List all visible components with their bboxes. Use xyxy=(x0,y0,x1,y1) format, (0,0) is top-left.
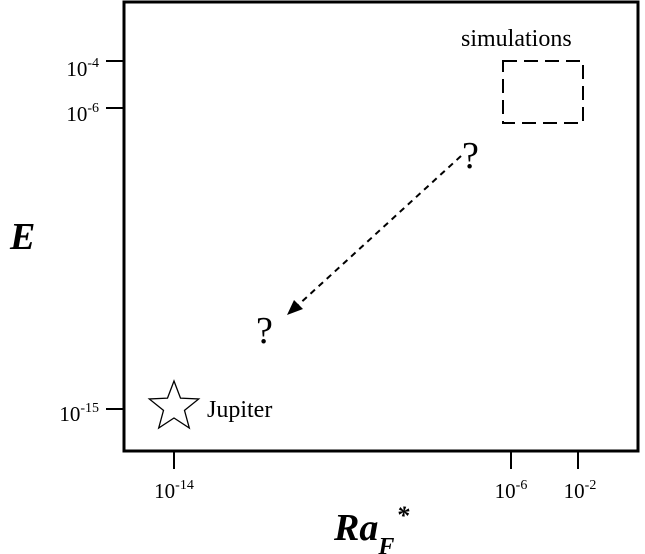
simulations-box xyxy=(502,60,584,124)
y-tick-label-1e-6: 10-6 xyxy=(66,101,99,126)
star-icon xyxy=(147,379,201,430)
y-tick-label-1e-15: 10-15 xyxy=(59,401,99,426)
plot-frame xyxy=(122,0,640,453)
jupiter-label: Jupiter xyxy=(207,397,272,423)
y-axis-title: E xyxy=(9,216,35,258)
x-axis-title: RaF* xyxy=(333,501,410,554)
question-mark-lower: ? xyxy=(256,310,273,352)
arrow-head-icon xyxy=(287,300,303,315)
y-tick-label-1e-4: 10-4 xyxy=(66,56,99,81)
simulations-label: simulations xyxy=(461,26,572,52)
x-tick-label-1e-14: 10-14 xyxy=(154,478,194,503)
question-mark-upper: ? xyxy=(462,135,479,177)
x-tick-label-1e-6: 10-6 xyxy=(495,478,528,503)
x-tick-label-1e-2: 10-2 xyxy=(564,478,597,503)
extrapolation-arrow xyxy=(295,155,462,308)
